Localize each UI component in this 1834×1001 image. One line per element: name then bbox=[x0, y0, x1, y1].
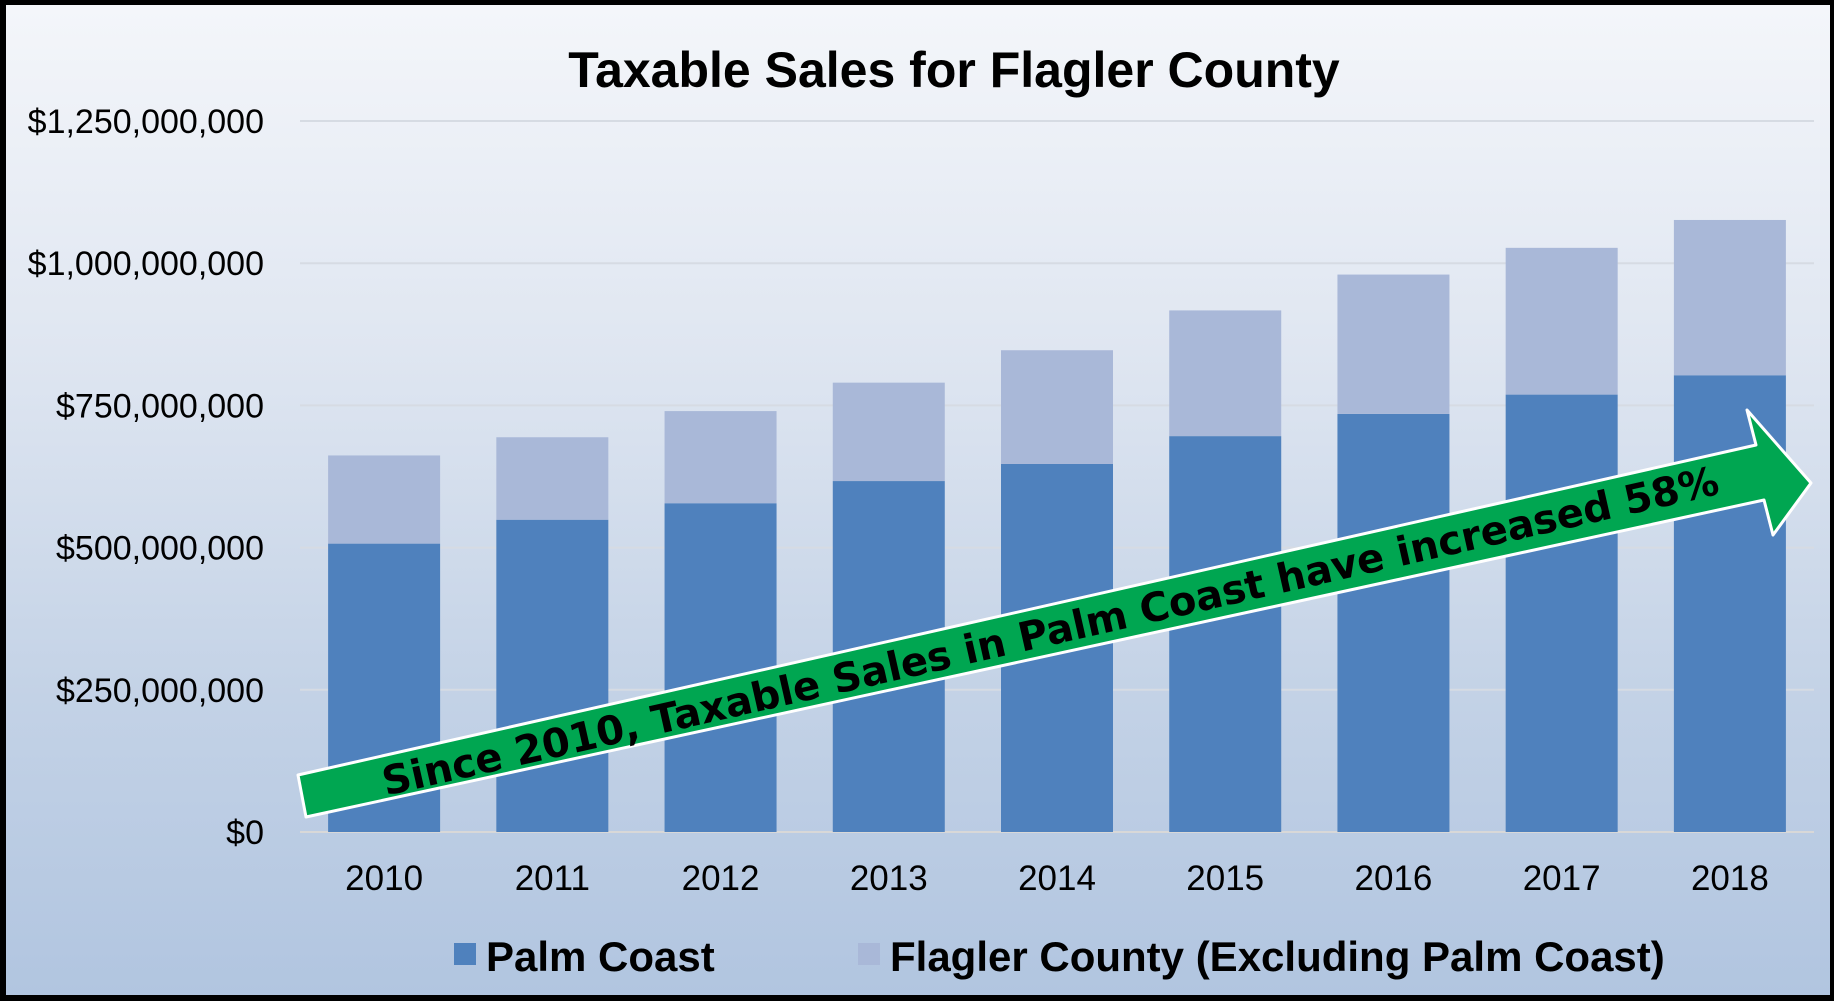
y-tick-label: $1,000,000,000 bbox=[28, 245, 264, 283]
x-tick-label: 2017 bbox=[1523, 859, 1601, 898]
x-tick-label: 2010 bbox=[345, 859, 423, 898]
bar-palm-coast bbox=[1337, 413, 1450, 832]
y-axis: $0 $250,000,000 $500,000,000 $750,000,000 $1… bbox=[28, 103, 264, 852]
x-tick-label: 2011 bbox=[515, 859, 590, 898]
bar-flagler-county-excl bbox=[1169, 310, 1282, 437]
x-tick-label: 2015 bbox=[1186, 859, 1264, 898]
bar-flagler-county-excl bbox=[664, 411, 777, 504]
x-axis: 2010 2011 2012 2013 2014 2015 2016 2017 2018 bbox=[345, 859, 1769, 898]
y-tick-label: $1,250,000,000 bbox=[28, 103, 264, 141]
legend-swatch bbox=[454, 943, 476, 965]
bar-palm-coast bbox=[1505, 394, 1618, 832]
chart-title: Taxable Sales for Flagler County bbox=[568, 42, 1340, 98]
y-tick-label: $250,000,000 bbox=[56, 672, 264, 710]
bar-flagler-county-excl bbox=[832, 382, 945, 482]
x-tick-label: 2016 bbox=[1355, 859, 1433, 898]
y-tick-label: $500,000,000 bbox=[56, 530, 264, 568]
bar-flagler-county-excl bbox=[496, 437, 609, 520]
bar-palm-coast bbox=[664, 503, 777, 832]
taxable-sales-chart: Taxable Sales for Flagler County $0 $250,… bbox=[28, 42, 1814, 980]
y-tick-label: $0 bbox=[226, 814, 264, 852]
bar-flagler-county-excl bbox=[1001, 350, 1113, 464]
bar-palm-coast bbox=[1169, 436, 1282, 832]
bar-palm-coast bbox=[496, 519, 609, 832]
bar-flagler-county-excl bbox=[1673, 219, 1786, 376]
growth-arrow bbox=[296, 408, 1813, 819]
bar-flagler-county-excl bbox=[328, 455, 441, 544]
legend-swatch bbox=[858, 943, 880, 965]
bar-flagler-county-excl bbox=[1337, 274, 1450, 414]
x-tick-label: 2014 bbox=[1018, 859, 1096, 898]
x-tick-label: 2018 bbox=[1691, 859, 1769, 898]
x-tick-label: 2012 bbox=[682, 859, 760, 898]
legend-label: Palm Coast bbox=[486, 933, 715, 980]
x-tick-label: 2013 bbox=[850, 859, 928, 898]
legend: Palm Coast Flagler County (Excluding Palm… bbox=[454, 933, 1665, 980]
y-tick-label: $750,000,000 bbox=[56, 387, 264, 425]
legend-label: Flagler County (Excluding Palm Coast) bbox=[890, 933, 1665, 980]
chart-frame: Taxable Sales for Flagler County $0 $250,… bbox=[6, 5, 1830, 995]
bar-flagler-county-excl bbox=[1505, 247, 1618, 395]
